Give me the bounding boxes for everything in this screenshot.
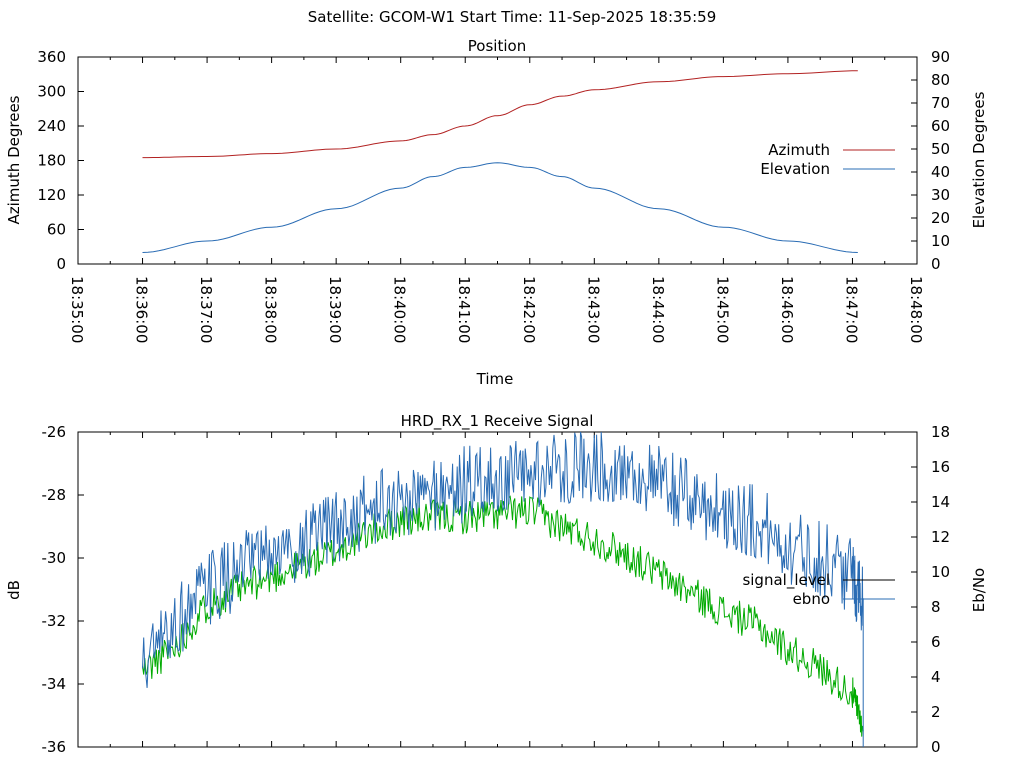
y2-tick-label: 90 <box>931 48 950 66</box>
y2-tick-label: 4 <box>931 668 941 686</box>
legend-label: Elevation <box>760 160 830 178</box>
y2-tick-label: 18 <box>931 423 950 441</box>
y-tick-label: 60 <box>47 221 66 239</box>
page-title: Satellite: GCOM-W1 Start Time: 11-Sep-20… <box>308 8 717 26</box>
legend-label: signal_level <box>742 571 830 590</box>
signal-ticks: -26 -28 -30 -32 -34 -36 0 2 4 6 8 10 12 14 16 18 <box>42 423 951 756</box>
x-tick-label: 18:40:00 <box>391 276 409 343</box>
y-tick-label: -32 <box>42 612 67 630</box>
position-y2-axis-label: Elevation Degrees <box>970 91 988 228</box>
y2-tick-label: 8 <box>931 598 941 616</box>
legend-label: Azimuth <box>768 141 830 159</box>
y2-tick-label: 50 <box>931 140 950 158</box>
position-y-axis-label: Azimuth Degrees <box>5 95 23 224</box>
signal-y2-axis-label: Eb/No <box>970 568 988 612</box>
x-tick-label: 18:45:00 <box>713 276 731 343</box>
y2-tick-label: 0 <box>931 738 941 756</box>
y2-tick-label: 0 <box>931 255 941 273</box>
signal-plot-frame <box>77 431 918 748</box>
x-tick-label: 18:47:00 <box>842 276 860 343</box>
position-chart: Position 18:35:00 18:36:00 18:37:00 18:38:0… <box>5 37 988 388</box>
y-tick-label: 120 <box>37 186 66 204</box>
y2-tick-label: 40 <box>931 163 950 181</box>
position-x-axis-label: Time <box>476 370 514 388</box>
y-tick-label: 300 <box>37 83 66 101</box>
y2-tick-label: 30 <box>931 186 950 204</box>
position-series <box>142 70 858 253</box>
y2-tick-label: 80 <box>931 71 950 89</box>
y-tick-label: 180 <box>37 152 66 170</box>
x-tick-label: 18:37:00 <box>197 276 215 343</box>
y-tick-label: -36 <box>42 738 67 756</box>
y2-tick-label: 6 <box>931 633 941 651</box>
series-line-signal-level <box>142 495 864 737</box>
x-tick-label: 18:43:00 <box>584 276 602 343</box>
series-line-azimuth <box>142 70 858 159</box>
y2-tick-label: 20 <box>931 209 950 227</box>
y-tick-label: 0 <box>56 255 66 273</box>
y-tick-label: -30 <box>42 549 67 567</box>
y2-tick-label: 10 <box>931 563 950 581</box>
legend-label: ebno <box>793 590 830 608</box>
y-tick-label: 360 <box>37 48 66 66</box>
y2-tick-label: 12 <box>931 528 950 546</box>
y-tick-label: -28 <box>42 486 67 504</box>
x-tick-label: 18:39:00 <box>326 276 344 343</box>
x-tick-label: 18:42:00 <box>520 276 538 343</box>
x-tick-label: 18:38:00 <box>262 276 280 343</box>
x-tick-label: 18:48:00 <box>907 276 925 343</box>
y2-tick-label: 14 <box>931 493 950 511</box>
series-line-ebno <box>142 431 864 747</box>
position-ticks: 18:35:00 18:36:00 18:37:00 18:38:00 18:39:00… <box>37 48 950 343</box>
y2-tick-label: 10 <box>931 232 950 250</box>
x-tick-label: 18:46:00 <box>778 276 796 343</box>
position-chart-title: Position <box>468 37 526 55</box>
x-tick-label: 18:35:00 <box>68 276 86 343</box>
y-tick-label: 240 <box>37 117 66 135</box>
y2-tick-label: 60 <box>931 117 950 135</box>
signal-y-axis-label: dB <box>5 580 23 600</box>
signal-chart: HRD_RX_1 Receive Signal -26-28-30-32-34-… <box>5 412 988 756</box>
y2-tick-label: 70 <box>931 94 950 112</box>
x-tick-label: 18:41:00 <box>455 276 473 343</box>
y-tick-label: -34 <box>42 675 67 693</box>
y2-tick-label: 16 <box>931 458 950 476</box>
series-line-elevation <box>142 162 858 253</box>
y-tick-label: -26 <box>42 423 67 441</box>
x-tick-label: 18:44:00 <box>649 276 667 343</box>
signal-series <box>142 431 864 747</box>
y2-tick-label: 2 <box>931 703 941 721</box>
signal-chart-title: HRD_RX_1 Receive Signal <box>401 412 594 431</box>
x-tick-label: 18:36:00 <box>133 276 151 343</box>
